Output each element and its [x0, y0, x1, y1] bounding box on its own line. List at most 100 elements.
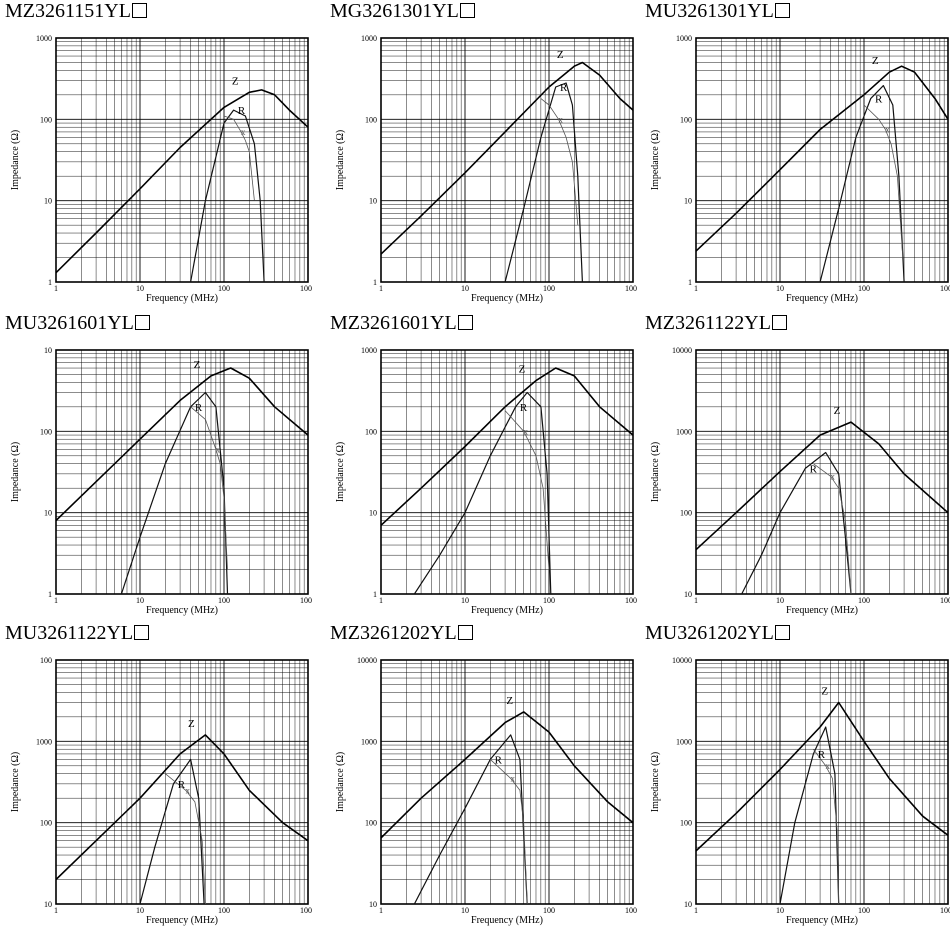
- series-z-line: [381, 711, 633, 839]
- series-r-line: [504, 82, 583, 282]
- x-tick-label: 100: [543, 906, 555, 915]
- impedance-plot: 1101001000101001000100Frequency (MHz)Imp…: [10, 656, 312, 926]
- series-z-line: [56, 734, 308, 881]
- y-axis-label: Impedance (Ω): [10, 130, 21, 190]
- x-tick-label: 1: [694, 906, 698, 915]
- checkbox-icon: [774, 625, 790, 640]
- series-x-line: [190, 406, 228, 570]
- x-tick-label: 1000: [300, 906, 312, 915]
- grid: [380, 350, 633, 595]
- annotation-z: Z: [194, 359, 201, 371]
- annotation-z: Z: [519, 364, 526, 376]
- series-x-line: [813, 748, 840, 904]
- y-tick-label: 10000: [672, 656, 692, 665]
- series-z-line: [381, 367, 633, 526]
- x-tick-label: 10: [136, 284, 144, 293]
- x-tick-label: 10: [461, 284, 469, 293]
- y-tick-label: 10: [684, 197, 692, 206]
- series-r-line: [741, 451, 852, 594]
- checkbox-icon: [774, 3, 790, 18]
- y-tick-label: 1000: [676, 737, 692, 746]
- y-axis-label: Impedance (Ω): [335, 442, 346, 502]
- plot-frame: [695, 349, 949, 595]
- annotation-r: R: [495, 754, 503, 766]
- grid: [695, 350, 948, 595]
- x-tick-label: 1000: [940, 906, 950, 915]
- grid: [695, 38, 948, 283]
- part-number: MU3261122YL: [5, 622, 134, 644]
- chart-title: MZ3261122YL: [645, 312, 787, 334]
- x-tick-label: 100: [858, 284, 870, 293]
- x-tick-label: 1: [379, 284, 383, 293]
- y-tick-label: 10: [44, 346, 52, 355]
- series-x-line: [165, 773, 206, 904]
- y-axis-label: Impedance (Ω): [335, 130, 346, 190]
- series-z-line: [381, 61, 633, 255]
- x-tick-label: 1: [379, 596, 383, 605]
- part-number: MZ3261122YL: [645, 312, 771, 334]
- x-tick-label: 10: [461, 596, 469, 605]
- impedance-plot: 1 10 100 1000 1 10 100 1000 Frequency (MHz) Imped…: [10, 34, 312, 304]
- annotation-z: Z: [834, 405, 841, 417]
- series-x-line: [223, 115, 255, 201]
- x-tick-label: 1000: [625, 906, 637, 915]
- x-tick-label: 1000: [300, 284, 312, 293]
- x-axis-label: Frequency (MHz): [146, 605, 218, 616]
- impedance-plot: 110100100010100100010000Frequency (MHz)I…: [650, 656, 950, 926]
- annotation-r: R: [875, 94, 883, 106]
- checkbox-icon: [459, 3, 475, 18]
- x-tick-label: 10: [776, 596, 784, 605]
- y-tick-label: 100: [40, 427, 52, 436]
- chart-panel: MZ3261601YL 1 10 100 1000 1 10 100 1000 Frequency…: [325, 312, 637, 630]
- plot-frame: [695, 659, 949, 905]
- annotation-r: R: [238, 105, 246, 117]
- chart-title: MG3261301YL: [330, 0, 475, 22]
- series-r-line: [413, 391, 552, 594]
- annotation-x: x: [558, 114, 563, 124]
- part-number: MG3261301YL: [330, 0, 459, 22]
- part-number: MU3261601YL: [5, 312, 134, 334]
- part-number: MZ3261151YL: [5, 0, 131, 22]
- y-tick-label: 1000: [676, 427, 692, 436]
- x-axis-label: Frequency (MHz): [786, 915, 858, 926]
- plot-frame: [695, 37, 949, 283]
- series-z-line: [696, 65, 948, 252]
- annotation-x: x: [185, 785, 190, 795]
- annotation-x: x: [510, 773, 515, 783]
- x-tick-label: 1: [694, 284, 698, 293]
- chart-panel: MU3261601YL110100100011010010Frequency (…: [0, 312, 312, 630]
- y-tick-label: 10: [44, 509, 52, 518]
- x-tick-label: 1: [54, 596, 58, 605]
- y-tick-label: 1000: [676, 34, 692, 43]
- series-z-line: [56, 89, 308, 274]
- x-tick-label: 1000: [625, 284, 637, 293]
- chart-title: MU3261301YL: [645, 0, 790, 22]
- y-tick-label: 10: [44, 197, 52, 206]
- annotation-z: Z: [557, 49, 564, 61]
- series-r-line: [139, 758, 205, 904]
- plot-frame: [380, 37, 634, 283]
- chart-title: MU3261122YL: [5, 622, 150, 644]
- x-tick-label: 1: [54, 906, 58, 915]
- impedance-plot: 1 10 100 1000 1 10 100 1000 Frequency (MHz) Imped…: [650, 34, 950, 304]
- series-x-line: [813, 463, 852, 594]
- x-tick-label: 1: [379, 906, 383, 915]
- y-tick-label: 10: [684, 590, 692, 599]
- y-tick-label: 10000: [672, 346, 692, 355]
- annotation-x: x: [523, 426, 528, 436]
- x-tick-label: 100: [858, 596, 870, 605]
- x-axis-label: Frequency (MHz): [786, 605, 858, 616]
- y-tick-label: 100: [680, 819, 692, 828]
- x-tick-label: 1: [54, 284, 58, 293]
- series-r-line: [120, 391, 229, 594]
- x-tick-label: 100: [218, 596, 230, 605]
- y-tick-label: 1000: [361, 34, 377, 43]
- x-tick-label: 100: [543, 596, 555, 605]
- annotation-r: R: [560, 82, 568, 94]
- y-axis-label: Impedance (Ω): [650, 130, 661, 190]
- x-tick-label: 100: [218, 284, 230, 293]
- plot-frame: [55, 659, 309, 905]
- y-axis-label: Impedance (Ω): [10, 752, 21, 812]
- annotation-r: R: [195, 402, 203, 414]
- series-r-line: [819, 85, 905, 282]
